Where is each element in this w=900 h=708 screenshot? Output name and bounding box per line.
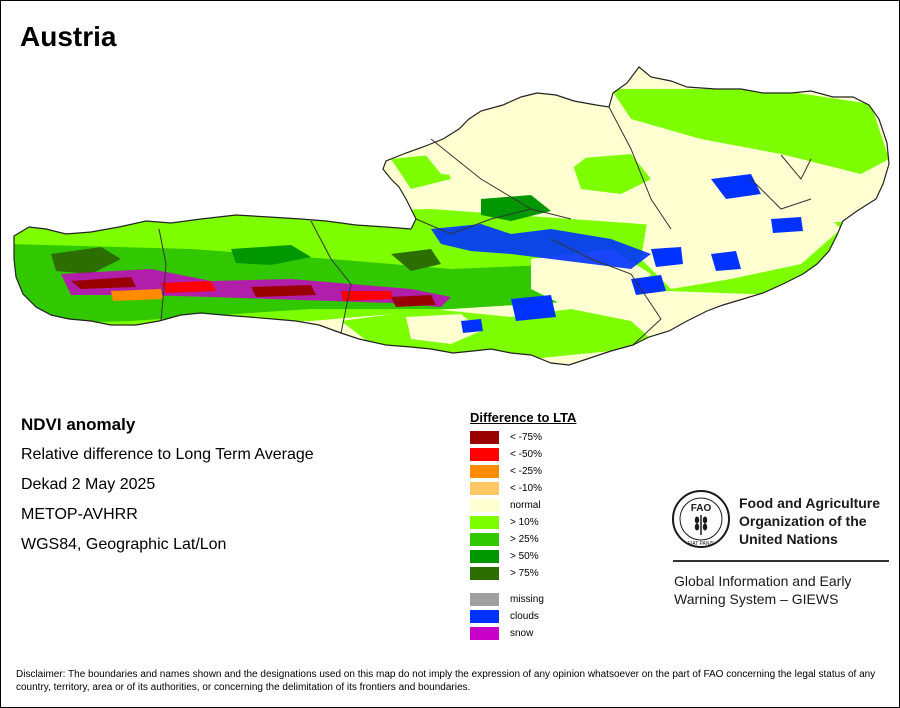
legend-label: > 50%: [510, 551, 539, 562]
legend-row: missing: [470, 591, 576, 608]
legend-label: < -25%: [510, 466, 542, 477]
province-boundaries: [158, 106, 812, 346]
legend-swatch: [470, 448, 499, 461]
legend-row: > 50%: [470, 548, 576, 565]
ndvi-map: [11, 59, 891, 374]
disclaimer: Disclaimer: The boundaries and names sho…: [16, 669, 876, 693]
legend-row: snow: [470, 625, 576, 642]
map-title: Austria: [20, 21, 117, 52]
fao-org-name: Food and Agriculture Organization of the…: [739, 495, 881, 547]
legend-row: normal: [470, 497, 576, 514]
product-period: Dekad 2 May 2025: [21, 476, 156, 493]
legend-swatch: [470, 465, 499, 478]
product-sensor: METOP-AVHRR: [21, 506, 138, 523]
legend-swatch: [470, 550, 499, 563]
legend-swatch: [470, 533, 499, 546]
map-info: NDVI anomaly Relative difference to Long…: [21, 415, 314, 565]
legend-label: < -75%: [510, 432, 542, 443]
legend-label: normal: [510, 500, 541, 511]
legend-label: snow: [510, 628, 534, 639]
legend-label: missing: [510, 594, 544, 605]
legend-row: < -50%: [470, 446, 576, 463]
legend-row: > 75%: [470, 565, 576, 582]
legend-title: Difference to LTA: [470, 410, 577, 425]
legend-swatch: [470, 499, 499, 512]
austria-map-svg: [13, 66, 890, 366]
fao-divider: [673, 560, 889, 562]
legend-label: < -10%: [510, 483, 542, 494]
austria-outline: [13, 66, 890, 366]
legend-swatch: [470, 610, 499, 623]
legend-label: < -50%: [510, 449, 542, 460]
fao-emblem-letters: FAO: [691, 503, 712, 514]
legend-row: < -25%: [470, 463, 576, 480]
legend-row: clouds: [470, 608, 576, 625]
legend-swatch: [470, 627, 499, 640]
legend-swatch: [470, 593, 499, 606]
giews-name: Global Information and Early Warning Sys…: [674, 573, 852, 607]
product-projection: WGS84, Geographic Lat/Lon: [21, 536, 227, 553]
legend-label: > 10%: [510, 517, 539, 528]
ndvi-raster: [14, 67, 889, 365]
fao-emblem-icon: FAO FIAT PANIS: [672, 490, 730, 548]
legend-label: > 25%: [510, 534, 539, 545]
legend-row: > 25%: [470, 531, 576, 548]
legend-swatch: [470, 482, 499, 495]
legend-swatch: [470, 567, 499, 580]
fao-motto: FIAT PANIS: [688, 541, 715, 547]
legend-swatch: [470, 431, 499, 444]
legend-label: > 75%: [510, 568, 539, 579]
legend-label: clouds: [510, 611, 539, 622]
legend-row: < -10%: [470, 480, 576, 497]
legend-special: missing clouds snow: [470, 591, 576, 642]
legend-swatch: [470, 516, 499, 529]
legend-classes: < -75% < -50% < -25% < -10% normal > 10% > 25%…: [470, 429, 576, 582]
legend-row: < -75%: [470, 429, 576, 446]
product-heading: NDVI anomaly: [21, 415, 136, 434]
product-subtitle: Relative difference to Long Term Average: [21, 446, 314, 463]
legend-row: > 10%: [470, 514, 576, 531]
legend: Difference to LTA < -75% < -50% < -25% < -1…: [470, 410, 576, 642]
